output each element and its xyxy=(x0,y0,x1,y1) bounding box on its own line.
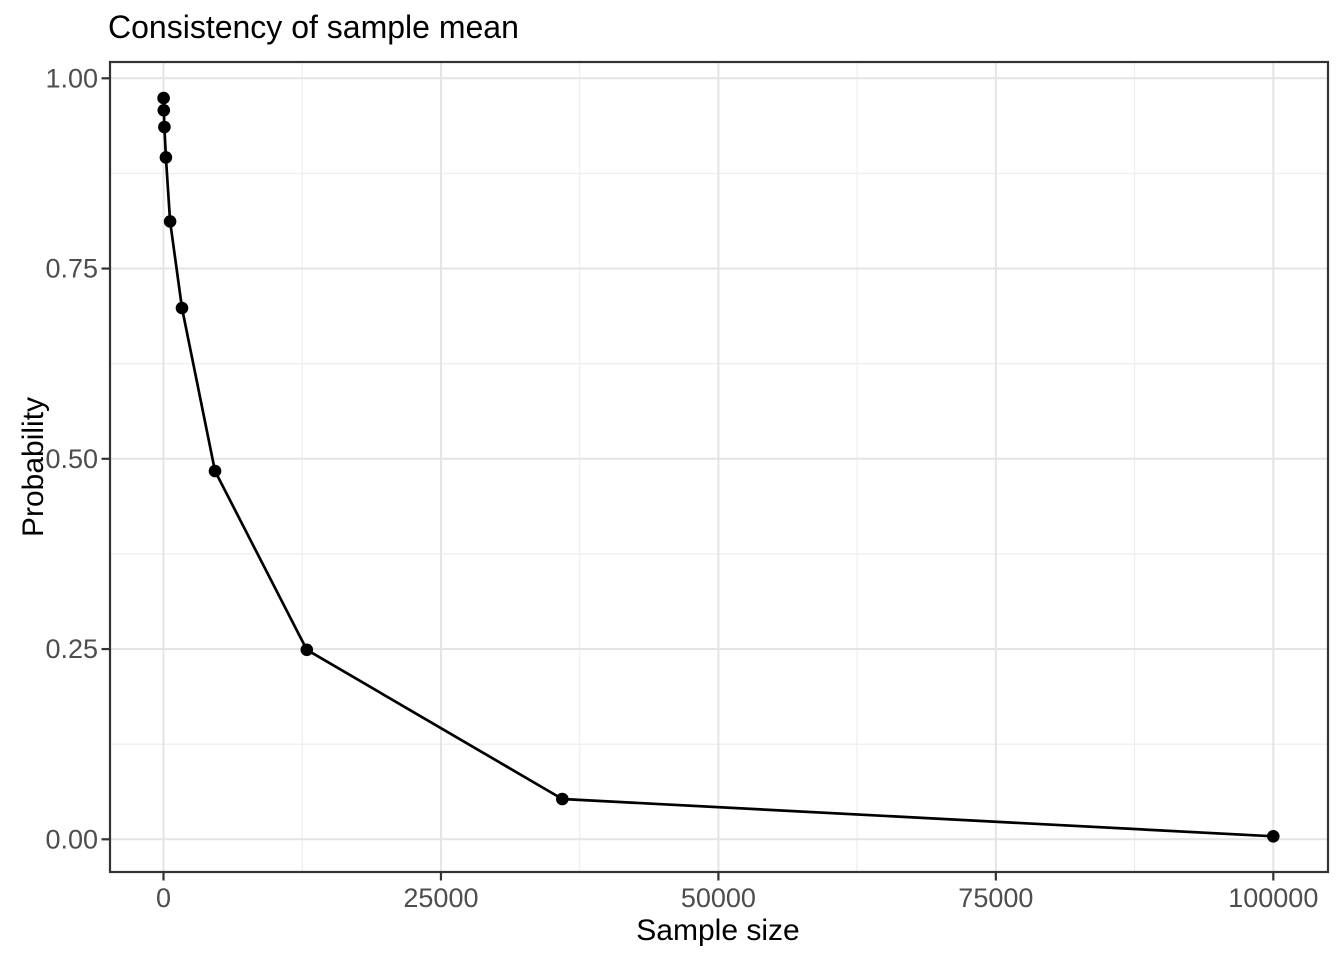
data-point xyxy=(163,215,177,228)
y-tick-label: 0.50 xyxy=(45,444,98,474)
y-axis-label: Probability xyxy=(17,397,50,537)
data-point xyxy=(300,643,314,657)
x-axis-label: Sample size xyxy=(636,914,799,947)
y-tick-label: 0.00 xyxy=(45,824,98,854)
y-tick-label: 1.00 xyxy=(45,63,98,93)
data-line xyxy=(162,98,1274,838)
x-tick-label: 100000 xyxy=(1228,883,1318,913)
x-tick-label: 25000 xyxy=(403,883,478,913)
x-axis-ticks xyxy=(162,872,1275,881)
data-point xyxy=(158,120,171,134)
chart-title: Consistency of sample mean xyxy=(108,9,519,45)
y-tick-label: 0.75 xyxy=(45,254,98,284)
data-point xyxy=(159,151,173,164)
x-tick-label: 50000 xyxy=(681,883,756,913)
x-tick-label: 0 xyxy=(156,883,171,913)
data-point xyxy=(175,301,189,315)
x-tick-label: 75000 xyxy=(958,883,1033,913)
data-point xyxy=(556,792,569,806)
y-axis-ticks xyxy=(101,77,110,841)
y-tick-label: 0.25 xyxy=(45,634,98,664)
data-point xyxy=(1267,830,1280,843)
series-path xyxy=(162,98,1274,838)
x-axis-tick-labels: 0 25000 50000 75000 100000 xyxy=(156,883,1318,913)
data-point xyxy=(208,464,222,478)
data-points xyxy=(157,91,1280,843)
y-axis-tick-labels: 0.00 0.25 0.50 0.75 1.00 xyxy=(45,63,98,854)
data-point xyxy=(157,91,170,105)
data-point xyxy=(157,104,171,117)
